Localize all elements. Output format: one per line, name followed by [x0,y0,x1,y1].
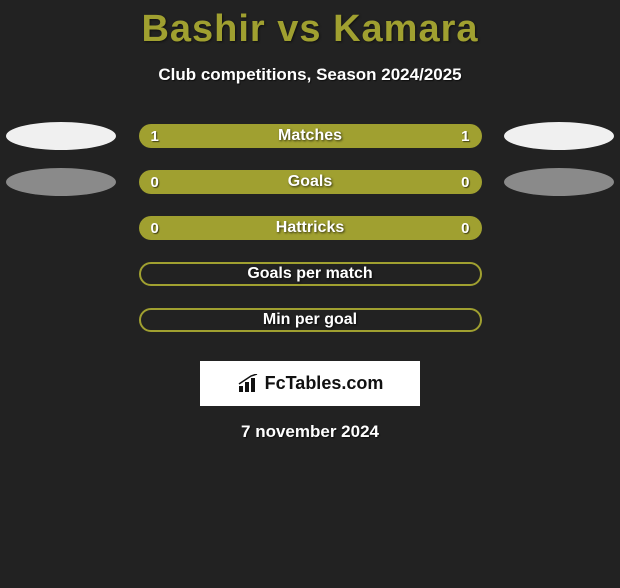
page-title: Bashir vs Kamara [0,8,620,51]
stat-bar: 0 Hattricks 0 [139,216,482,240]
subtitle: Club competitions, Season 2024/2025 [0,65,620,85]
right-value: 1 [461,128,469,145]
stat-label: Goals per match [247,265,372,283]
stat-label: Goals [288,173,332,191]
stat-label: Min per goal [263,311,357,329]
bar-chart-icon [237,374,261,394]
stats-container: 1 Matches 1 0 Goals 0 0 Hattricks 0 Goal… [0,113,620,343]
date-label: 7 november 2024 [0,422,620,442]
left-value: 0 [151,174,159,191]
stat-label: Matches [278,127,342,145]
stat-row-min-per-goal: Min per goal [0,297,620,343]
logo-box: FcTables.com [200,361,420,406]
stat-row-matches: 1 Matches 1 [0,113,620,159]
right-indicator [504,168,614,196]
right-value: 0 [461,174,469,191]
stat-label: Hattricks [276,219,344,237]
left-value: 1 [151,128,159,145]
logo-text: FcTables.com [265,373,384,394]
stat-bar: 1 Matches 1 [139,124,482,148]
right-value: 0 [461,220,469,237]
left-value: 0 [151,220,159,237]
stat-bar: 0 Goals 0 [139,170,482,194]
stat-row-goals: 0 Goals 0 [0,159,620,205]
right-indicator [504,122,614,150]
stat-bar: Min per goal [139,308,482,332]
left-indicator [6,122,116,150]
stat-row-hattricks: 0 Hattricks 0 [0,205,620,251]
left-indicator [6,168,116,196]
stat-row-goals-per-match: Goals per match [0,251,620,297]
stat-bar: Goals per match [139,262,482,286]
